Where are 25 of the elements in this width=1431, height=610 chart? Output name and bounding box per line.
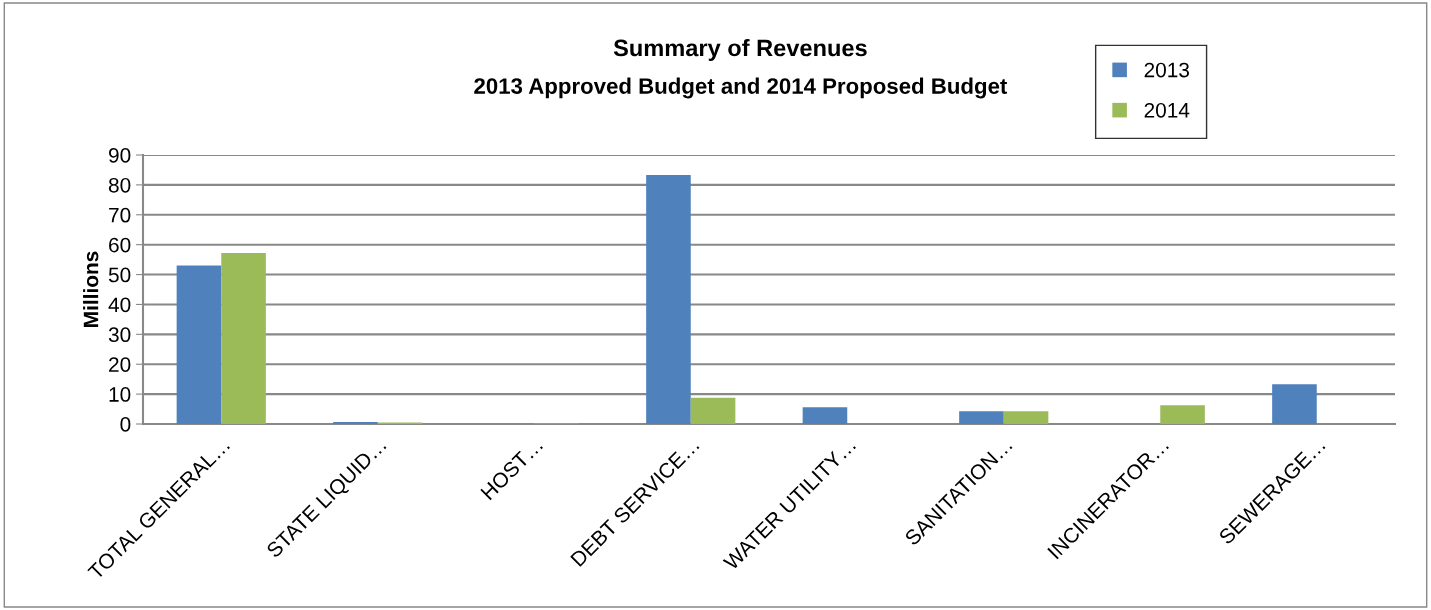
y-tick-label: 10 xyxy=(109,387,131,402)
y-axis-title: Millions xyxy=(83,251,99,327)
bar xyxy=(333,421,378,424)
bar xyxy=(959,411,1004,424)
y-tick-label: 40 xyxy=(108,297,131,313)
bar xyxy=(1272,384,1317,424)
y-tick-label: 20 xyxy=(109,357,131,372)
chart-title: Summary of Revenues xyxy=(613,39,867,61)
y-tick-label: 80 xyxy=(108,177,131,193)
bar xyxy=(802,407,848,424)
bar xyxy=(1003,411,1049,424)
bar xyxy=(221,253,266,424)
bar xyxy=(176,265,222,424)
y-tick-label: 70 xyxy=(109,207,131,223)
y-tick-label: 60 xyxy=(109,237,131,253)
bar xyxy=(690,397,736,424)
y-tick-label: 0 xyxy=(120,417,131,432)
bar xyxy=(1160,405,1205,424)
y-tick-label: 50 xyxy=(108,267,131,283)
y-tick-label: 30 xyxy=(108,327,131,343)
legend-label: 2014 xyxy=(1144,102,1190,118)
chart-subtitle: 2013 Approved Budget and 2014 Proposed Budget xyxy=(474,77,1008,99)
legend-label: 2013 xyxy=(1144,62,1190,78)
bar xyxy=(646,175,691,424)
y-tick-label: 90 xyxy=(109,148,131,163)
